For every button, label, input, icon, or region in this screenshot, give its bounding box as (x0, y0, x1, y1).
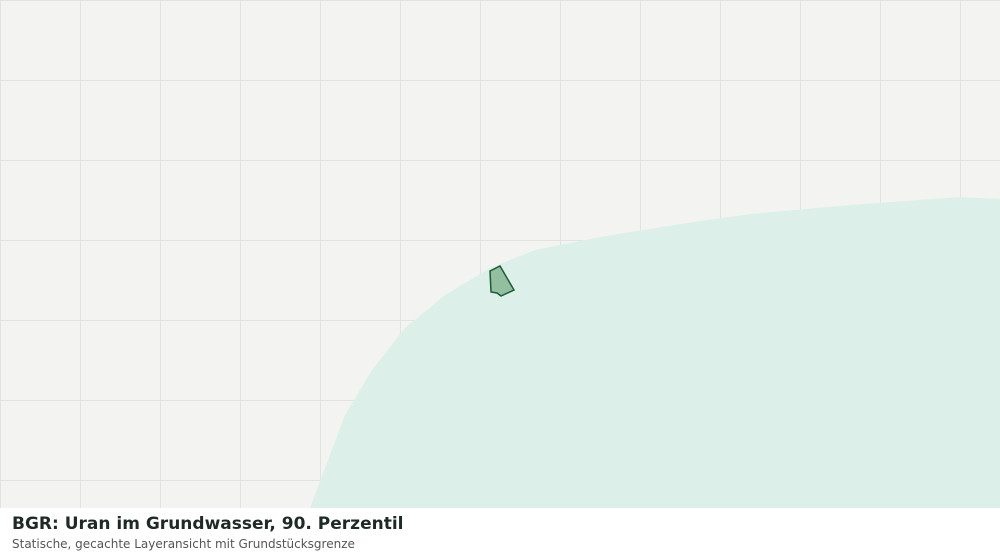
parcel-boundary (489, 265, 516, 297)
subtitle: Statische, gecachte Layeransicht mit Gru… (12, 537, 355, 551)
map (0, 0, 1000, 508)
title: BGR: Uran im Grundwasser, 90. Perzentil (12, 514, 404, 534)
uranium-area (310, 197, 1000, 508)
footer: BGR: Uran im Grundwasser, 90. Perzentil … (0, 508, 1000, 560)
